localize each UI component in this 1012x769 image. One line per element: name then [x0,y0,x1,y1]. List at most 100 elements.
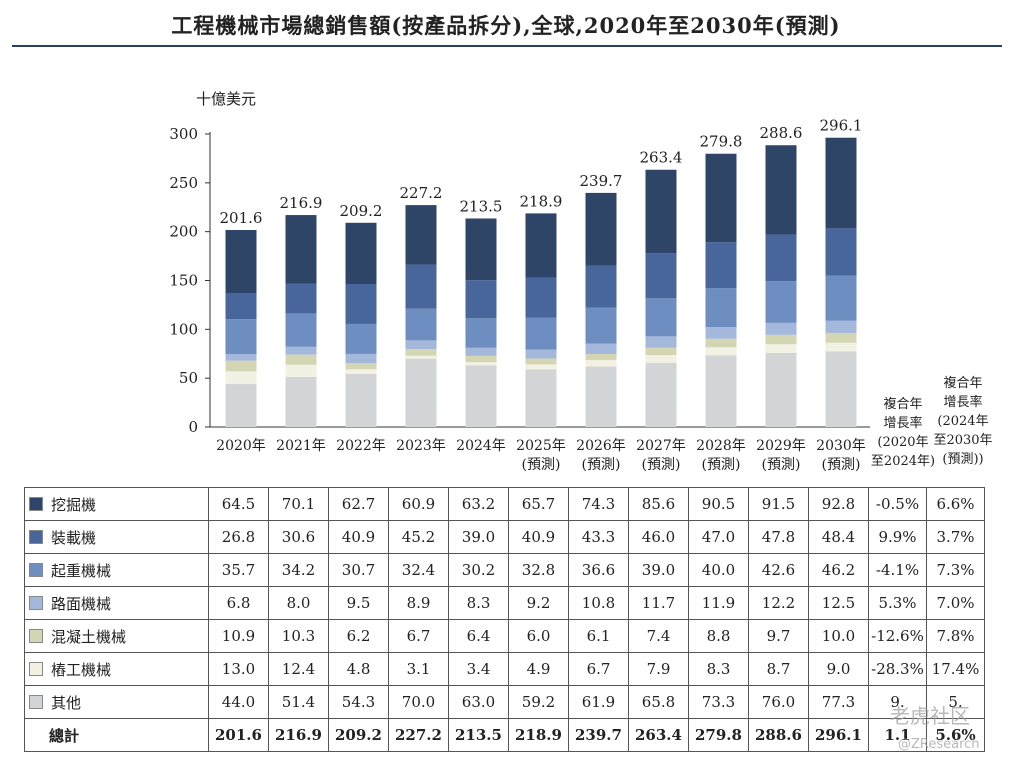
table-row: 挖掘機 64.5 70.1 62.7 60.9 63.2 65.7 74.3 85.6 90.5 9… [24,487,985,521]
bar-segment [645,355,677,363]
table-row: 其他 44.0 51.4 54.3 70.0 63.0 59.2 61.9 65.8 73.3 76… [24,685,985,719]
series-label-cell: 裝載機 [24,520,209,554]
total-cagr-cell: 1.1 [868,718,927,752]
value-cell: 47.8 [748,520,809,554]
x-tick-label: 2026年 [576,438,626,454]
bar-segment [825,275,857,321]
value-cell: 63.0 [448,685,509,719]
value-cell: 39.0 [628,553,689,587]
cagr-cell: 7.8% [926,619,985,653]
series-name: 裝載機 [51,528,97,547]
legend-swatch [29,496,43,511]
watermark-brand: 老虎社区 [890,704,970,728]
bar-segment [645,169,677,254]
cagr-cell: 9.9% [868,520,927,554]
cagr-cell: 6.6% [926,487,985,521]
value-cell: 60.9 [388,487,449,521]
y-tick-label: 0 [188,418,198,436]
bar-segment [345,373,377,427]
bar-segment [525,317,557,350]
bar-segment [285,215,317,284]
value-cell: 10.9 [208,619,269,653]
legend-swatch [29,595,43,610]
value-cell: 34.2 [268,553,329,587]
series-name: 樁工機械 [51,660,112,679]
cagr-header-text: (2024年 [937,414,988,429]
cagr-header-text: (2020年 [877,435,928,450]
cagr-cell: -12.6% [868,619,927,653]
value-cell: 91.5 [748,487,809,521]
series-name: 挖掘機 [51,495,97,514]
value-cell: 12.4 [268,652,329,686]
bar-segment [705,347,737,356]
bar-segment [705,338,737,348]
bar-total-label: 263.4 [640,149,683,167]
bar-total-label: 296.1 [820,117,863,135]
cagr-header-text: 增長率 [943,394,982,410]
bar-segment [285,313,317,347]
total-value-cell: 216.9 [268,718,329,752]
cagr-cell: 7.3% [926,553,985,587]
bar-segment [705,327,737,339]
bar-segment [585,343,617,355]
bar-segment [765,334,797,345]
cagr-cell: 5. [926,685,985,719]
value-cell: 4.9 [508,652,569,686]
bar-segment [465,280,497,319]
bar-segment [825,320,857,333]
value-cell: 64.5 [208,487,269,521]
bar-segment [405,358,437,427]
value-cell: 40.9 [508,520,569,554]
cagr-cell: 5.3% [868,586,927,620]
value-cell: 6.2 [328,619,389,653]
bar-segment [645,336,677,348]
table-row: 路面機械 6.8 8.0 9.5 8.9 8.3 9.2 10.8 11.7 11.9 12.2 12… [24,586,985,620]
cagr-cell: 7.0% [926,586,985,620]
bar-segment [825,332,857,343]
bar-segment [345,222,377,285]
bar-segment [405,355,437,359]
x-tick-label: (預測) [582,457,621,473]
value-cell: 8.3 [448,586,509,620]
series-name: 起重機械 [51,561,112,580]
value-cell: 8.7 [748,652,809,686]
table-row: 裝載機 26.8 30.6 40.9 45.2 39.0 40.9 43.3 46.0 47.0 4… [24,520,985,554]
value-cell: 8.8 [688,619,749,653]
value-cell: 6.7 [568,652,629,686]
bar-segment [345,353,377,364]
value-cell: 32.4 [388,553,449,587]
value-cell: 40.9 [328,520,389,554]
value-cell: 46.2 [808,553,869,587]
x-tick-label: 2025年 [516,438,566,454]
bar-segment [285,376,317,427]
value-cell: 85.6 [628,487,689,521]
x-tick-label: (預測) [702,457,741,473]
value-cell: 65.7 [508,487,569,521]
series-label-cell: 路面機械 [24,586,209,620]
bar-segment [225,319,257,355]
series-label-cell: 混凝土機械 [24,619,209,653]
x-tick-label: 2022年 [336,438,386,454]
series-label-cell: 起重機械 [24,553,209,587]
value-cell: 59.2 [508,685,569,719]
value-cell: 4.8 [328,652,389,686]
bar-total-label: 239.7 [580,172,623,190]
value-cell: 76.0 [748,685,809,719]
cagr-cell: -4.1% [868,553,927,587]
value-cell: 92.8 [808,487,869,521]
value-cell: 7.4 [628,619,689,653]
bar-segment [645,347,677,356]
bar-segment [405,308,437,341]
bar-segment [525,277,557,318]
bar-segment [585,307,617,344]
y-tick-label: 250 [169,174,198,192]
x-tick-label: 2030年 [816,438,866,454]
bar-segment [585,366,617,427]
y-tick-label: 150 [169,272,198,290]
bar-total-label: 218.9 [520,192,563,210]
value-cell: 35.7 [208,553,269,587]
bar-segment [645,253,677,299]
bar-total-label: 279.8 [700,133,743,151]
value-cell: 30.2 [448,553,509,587]
x-tick-label: 2021年 [276,438,326,454]
